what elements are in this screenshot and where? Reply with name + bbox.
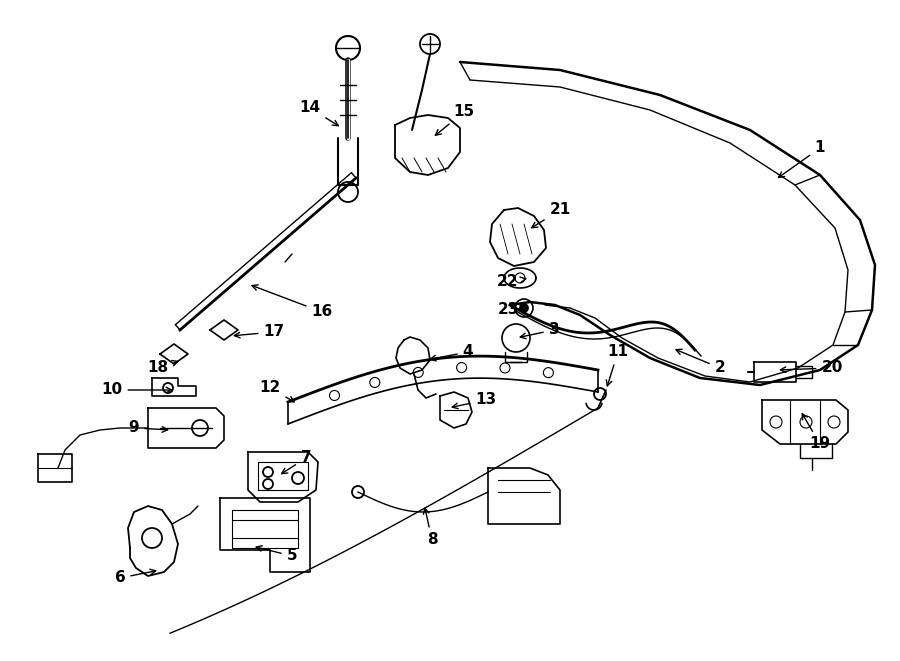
Circle shape	[520, 304, 528, 312]
Text: 15: 15	[436, 104, 474, 136]
Text: 12: 12	[259, 381, 294, 402]
Text: 22: 22	[497, 274, 526, 290]
Text: 17: 17	[234, 325, 284, 340]
Text: 23: 23	[498, 303, 526, 317]
Text: 3: 3	[520, 323, 559, 338]
Text: 13: 13	[452, 393, 497, 408]
Text: 5: 5	[256, 546, 297, 563]
Text: 18: 18	[148, 360, 178, 375]
Text: 21: 21	[532, 202, 571, 227]
Text: 1: 1	[778, 141, 825, 178]
Text: 7: 7	[282, 451, 311, 474]
Text: 9: 9	[129, 420, 167, 436]
Text: 20: 20	[780, 360, 842, 375]
Text: 10: 10	[102, 383, 172, 397]
Text: 16: 16	[252, 285, 333, 319]
Text: 14: 14	[300, 100, 338, 126]
Text: 6: 6	[114, 569, 156, 586]
Text: 19: 19	[802, 414, 831, 451]
Text: 11: 11	[607, 344, 628, 386]
Text: 2: 2	[676, 349, 725, 375]
Text: 8: 8	[423, 508, 437, 547]
Text: 4: 4	[430, 344, 473, 361]
